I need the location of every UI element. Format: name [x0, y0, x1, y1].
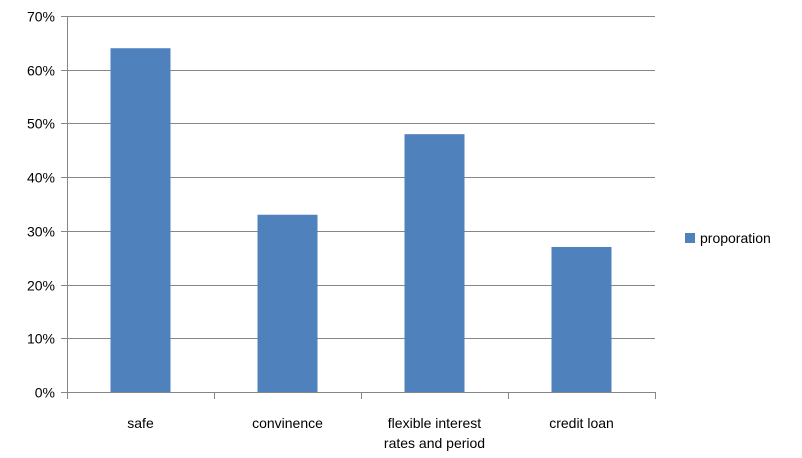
y-tick-label: 60% — [27, 63, 55, 79]
bars — [110, 48, 612, 392]
x-category-label: credit loan — [549, 415, 614, 431]
y-tick-label: 40% — [27, 170, 55, 186]
y-tick-label: 0% — [35, 385, 55, 401]
x-axis-category-labels: safe convinence flexible interest rates and… — [127, 415, 614, 451]
y-tick-label: 50% — [27, 116, 55, 132]
y-tick-label: 30% — [27, 224, 55, 240]
axes — [61, 16, 656, 399]
y-axis-tick-labels: 0% 10% 20% 30% 40% 50% 60% 70% — [27, 9, 55, 401]
bar — [551, 246, 612, 392]
y-tick-label: 20% — [27, 278, 55, 294]
legend-swatch — [685, 233, 695, 243]
legend: proporation — [685, 230, 771, 246]
y-tick-label: 10% — [27, 331, 55, 347]
x-category-label: convinence — [252, 415, 323, 431]
bar — [404, 134, 465, 392]
x-category-label: flexible interest rates and period — [384, 415, 485, 451]
bar — [257, 214, 318, 392]
x-category-label: safe — [127, 415, 154, 431]
bar — [110, 48, 171, 392]
legend-label: proporation — [700, 230, 771, 246]
y-tick-label: 70% — [27, 9, 55, 25]
